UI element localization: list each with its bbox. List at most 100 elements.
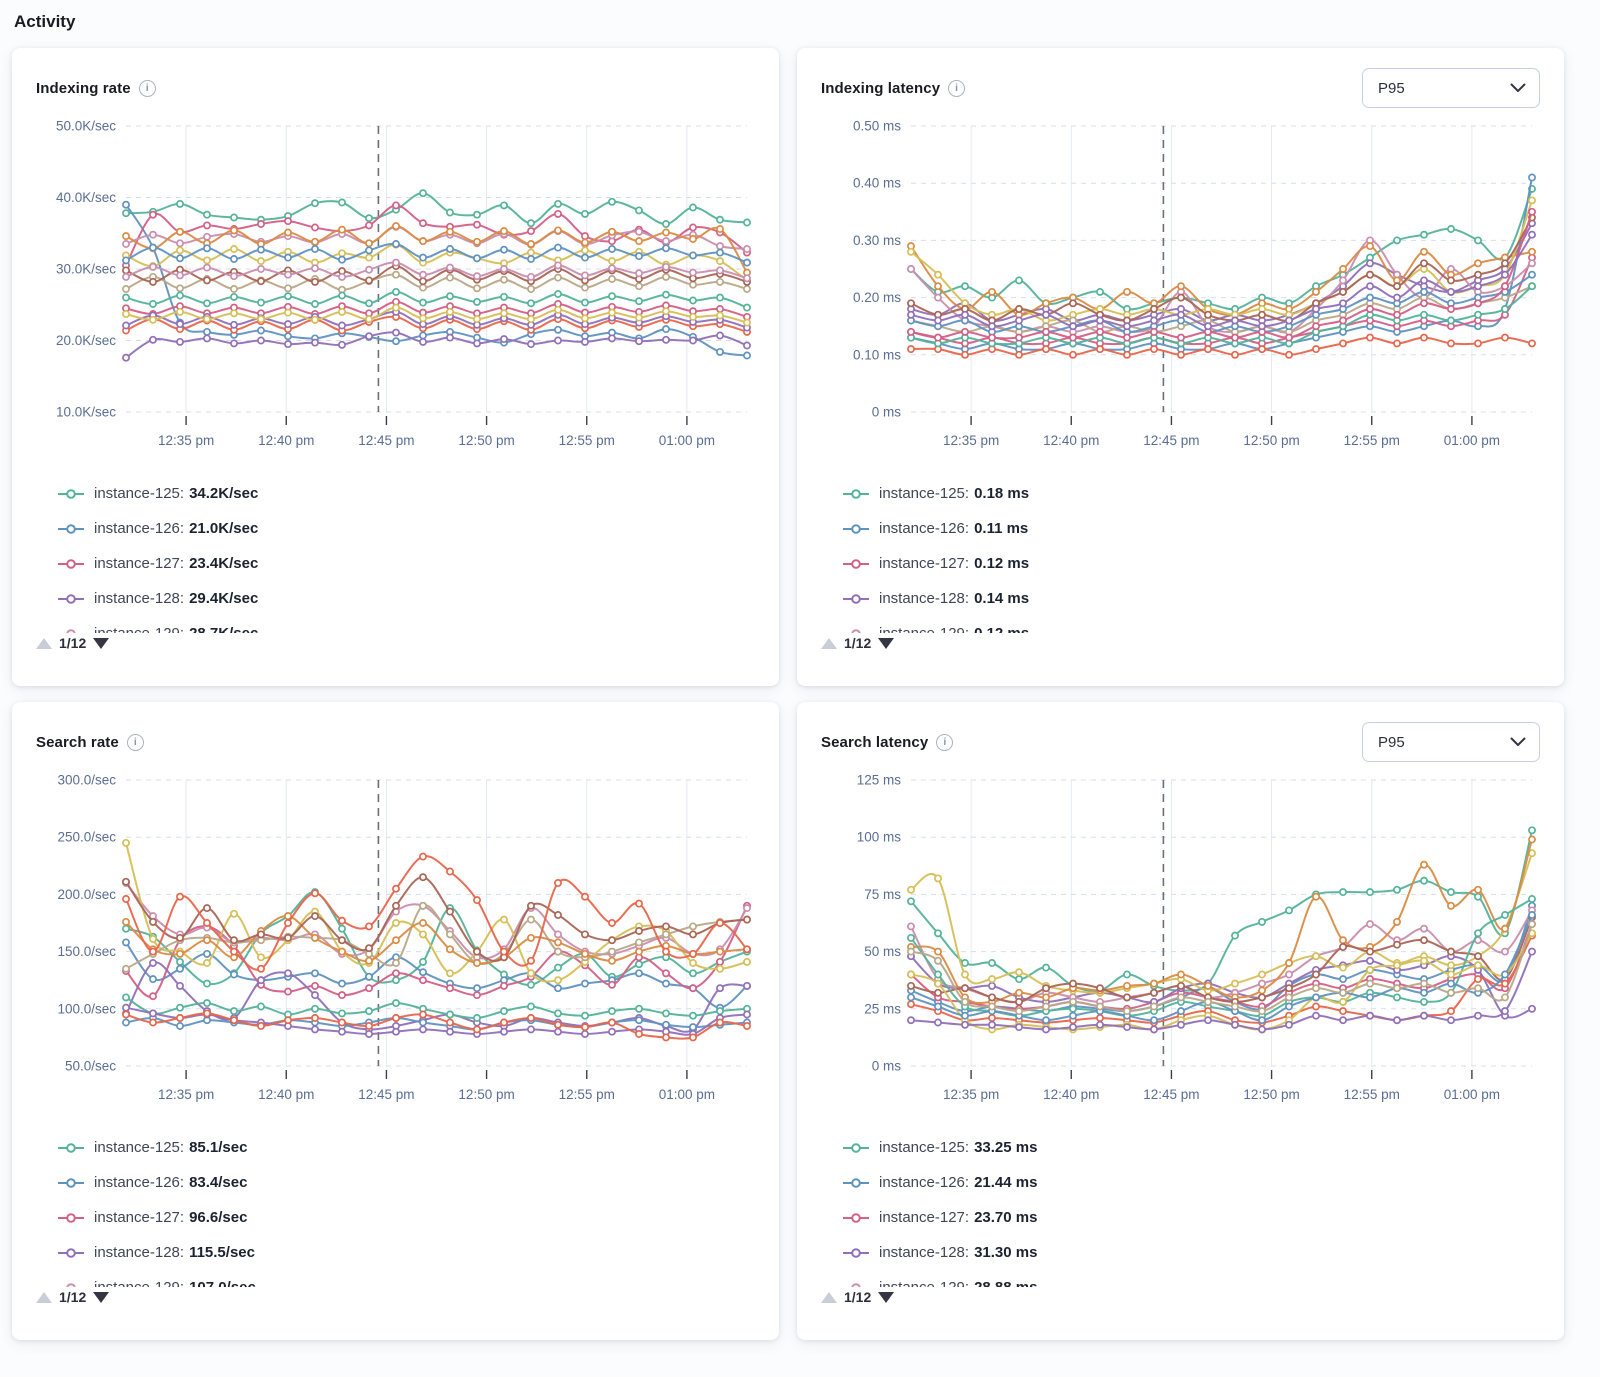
legend-item-instance-125[interactable]: instance-125: 85.1/sec [58,1130,755,1165]
legend-item-instance-128[interactable]: instance-128: 0.14 ms [843,581,1540,616]
data-point-marker [1474,952,1482,961]
data-point-marker [527,901,535,910]
data-point-marker [1501,1007,1509,1016]
info-icon[interactable]: i [126,733,144,751]
legend-item-instance-127[interactable]: instance-127: 0.12 ms [843,546,1540,581]
legend-label: instance-126: [879,1174,970,1191]
data-point-marker [230,272,238,281]
data-point-marker [961,959,969,967]
panel-header: Indexing latency i P95 [821,66,1540,110]
legend-item-instance-126[interactable]: instance-126: 83.4/sec [58,1165,755,1200]
data-point-marker [635,206,643,215]
info-icon[interactable]: i [138,79,156,97]
legend-item-instance-128[interactable]: instance-128: 29.4K/sec [58,581,755,616]
data-point-marker [473,220,481,229]
legend-item-instance-126[interactable]: instance-126: 21.44 ms [843,1165,1540,1200]
data-point-marker [1123,350,1131,359]
legend-page-down-button[interactable] [878,637,895,649]
legend-value: 83.4/sec [189,1174,248,1191]
info-icon[interactable]: i [936,733,954,751]
data-point-marker [311,264,319,273]
legend-item-instance-128[interactable]: instance-128: 31.30 ms [843,1235,1540,1270]
percentile-select[interactable]: P95 [1362,722,1540,762]
info-icon[interactable]: i [948,79,966,97]
data-point-marker [446,907,454,916]
legend-item-instance-125[interactable]: instance-125: 34.2K/sec [58,476,755,511]
data-point-marker [176,227,184,236]
legend-item-instance-127[interactable]: instance-127: 23.4K/sec [58,546,755,581]
data-point-marker [365,1022,373,1030]
legend-page-down-button[interactable] [93,1291,110,1303]
legend-page-up-button[interactable] [36,637,52,649]
legend-item-clipped-instance-129[interactable]: instance-129: 28.88 ms [843,1270,1540,1287]
data-point-marker [527,272,535,281]
data-point-marker [1312,305,1320,313]
legend-value: 31.30 ms [974,1244,1038,1261]
data-point-marker [419,331,427,340]
x-axis-label: 01:00 pm [1444,433,1500,448]
legend-series-marker-icon [843,1177,869,1188]
data-point-marker [689,1011,697,1020]
legend-value: 28.88 ms [974,1279,1037,1287]
line-chart-search-rate[interactable]: 300.0/sec 250.0/sec 200.0/sec 150.0/sec 100.… [36,766,755,1118]
legend-item-clipped-instance-129[interactable]: instance-129: 107.0/sec [58,1270,755,1287]
series-line [125,265,748,283]
series-instance-135 [122,287,751,312]
data-point-marker [365,239,373,248]
legend-item-instance-128[interactable]: instance-128: 115.5/sec [58,1235,755,1270]
data-point-marker [230,970,238,979]
data-point-marker [1069,979,1077,988]
data-point-marker [1474,282,1482,291]
data-point-marker [1528,920,1536,929]
legend-item-instance-125[interactable]: instance-125: 33.25 ms [843,1130,1540,1165]
legend-item-instance-126[interactable]: instance-126: 21.0K/sec [58,511,755,546]
legend-item-instance-126[interactable]: instance-126: 0.11 ms [843,511,1540,546]
data-point-marker [743,945,751,954]
data-point-marker [743,303,751,312]
legend-series-marker-icon [843,488,869,499]
data-point-marker [608,292,616,301]
data-point-marker [716,331,724,340]
legend-page-up-button[interactable] [36,1291,52,1303]
legend-item-instance-125[interactable]: instance-125: 0.18 ms [843,476,1540,511]
legend-page-down-button[interactable] [878,1291,895,1303]
legend-page-up-button[interactable] [821,1291,837,1303]
legend-series-marker-icon [58,593,84,604]
data-point-marker [311,969,319,978]
legend-page-up-button[interactable] [821,637,837,649]
data-point-marker [988,959,996,967]
x-axis-label: 01:00 pm [659,433,715,448]
data-point-marker [1474,961,1482,970]
legend-item-clipped-instance-129[interactable]: instance-129: 0.12 ms [843,616,1540,633]
percentile-select[interactable]: P95 [1362,68,1540,108]
page-title: Activity [14,12,76,31]
legend-item-instance-127[interactable]: instance-127: 23.70 ms [843,1200,1540,1235]
data-point-marker [608,257,616,266]
legend-page-down-button[interactable] [93,637,110,649]
series-line [910,838,1533,1005]
legend-item-instance-127[interactable]: instance-127: 96.6/sec [58,1200,755,1235]
data-point-marker [257,336,265,345]
legend-series-marker-icon [58,1177,84,1188]
line-chart-indexing-latency[interactable]: 0.50 ms 0.40 ms 0.30 ms 0.20 ms 0.10 ms 0 ms 1… [821,112,1540,464]
data-point-marker [1042,310,1050,319]
data-point-marker [662,969,670,978]
data-point-marker [554,976,562,985]
data-point-marker [1285,333,1293,342]
data-point-marker [608,308,616,317]
series-instance-125 [907,184,1536,313]
data-point-marker [1420,988,1428,997]
data-point-marker [716,215,724,224]
data-point-marker [1042,1025,1050,1034]
line-chart-search-latency[interactable]: 125 ms 100 ms 75 ms 50 ms 25 ms 0 ms 12:35 pm 1… [821,766,1540,1118]
data-point-marker [662,1009,670,1018]
data-point-marker [122,310,130,318]
line-chart-indexing-rate[interactable]: 50.0K/sec 40.0K/sec 30.0K/sec 20.0K/sec 10.0… [36,112,755,464]
data-point-marker [1528,826,1536,835]
data-point-marker [203,334,211,343]
data-point-marker [1204,310,1212,319]
data-point-marker [907,970,915,979]
data-point-marker [1042,345,1050,354]
data-point-marker [743,981,751,990]
legend-item-clipped-instance-129[interactable]: instance-129: 28.7K/sec [58,616,755,633]
